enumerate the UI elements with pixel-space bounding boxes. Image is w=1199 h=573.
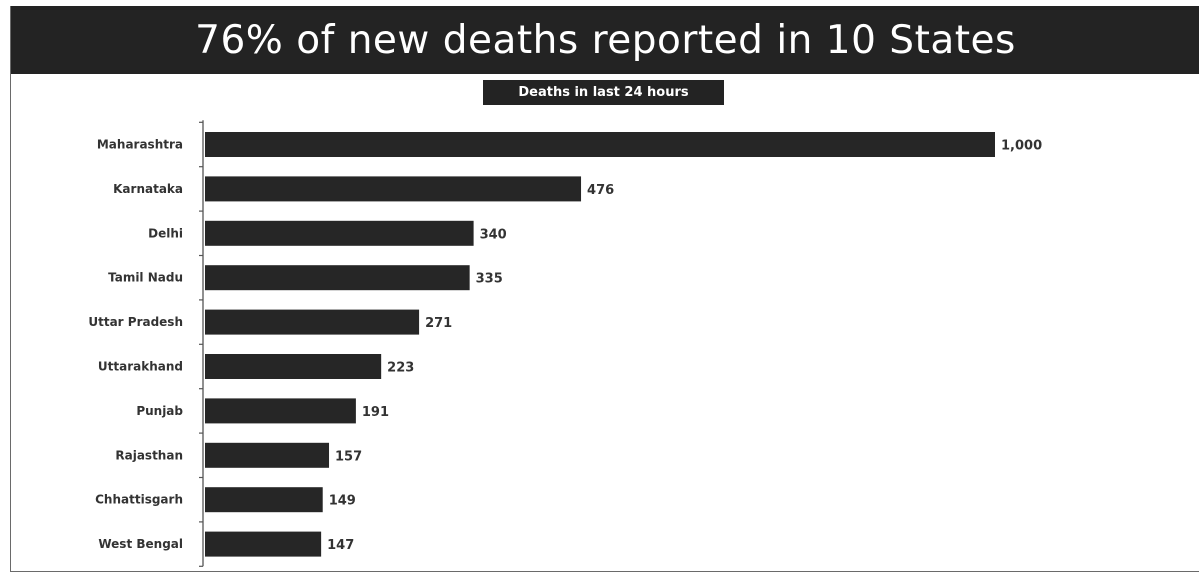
bar-delhi — [205, 220, 474, 246]
bar-maharashtra — [205, 132, 995, 157]
value-label: 149 — [329, 494, 356, 509]
category-label: Karnataka — [113, 182, 183, 196]
value-label: 271 — [425, 316, 452, 331]
category-label: Chhattisgarh — [95, 493, 183, 507]
value-label: 157 — [335, 449, 362, 464]
chart-subtitle: Deaths in last 24 hours — [483, 80, 724, 105]
bar-karnataka — [205, 176, 582, 202]
category-label: Rajasthan — [115, 448, 183, 462]
value-label: 340 — [480, 227, 507, 242]
bar-uttar-pradesh — [205, 309, 420, 335]
chart-title: 76% of new deaths reported in 10 States — [195, 17, 1016, 63]
bar-tamil-nadu — [205, 265, 470, 291]
category-label: Uttarakhand — [98, 360, 183, 374]
bar-rajasthan — [205, 442, 330, 468]
bar-punjab — [205, 398, 356, 424]
category-label: Delhi — [148, 226, 183, 240]
value-label: 1,000 — [1001, 139, 1042, 154]
value-label: 335 — [476, 272, 503, 287]
category-label: Punjab — [136, 404, 183, 418]
category-label: West Bengal — [98, 537, 183, 551]
category-label: Tamil Nadu — [108, 271, 183, 285]
bar-uttarakhand — [205, 354, 382, 379]
value-label: 476 — [587, 183, 614, 198]
value-label: 147 — [327, 538, 354, 553]
bar-west-bengal — [205, 531, 322, 557]
value-label: 191 — [362, 405, 389, 420]
bar-chhattisgarh — [205, 487, 323, 513]
value-label: 223 — [387, 361, 414, 376]
category-label: Maharashtra — [97, 138, 183, 152]
category-label: Uttar Pradesh — [88, 315, 183, 329]
title-banner: 76% of new deaths reported in 10 States — [11, 6, 1199, 74]
